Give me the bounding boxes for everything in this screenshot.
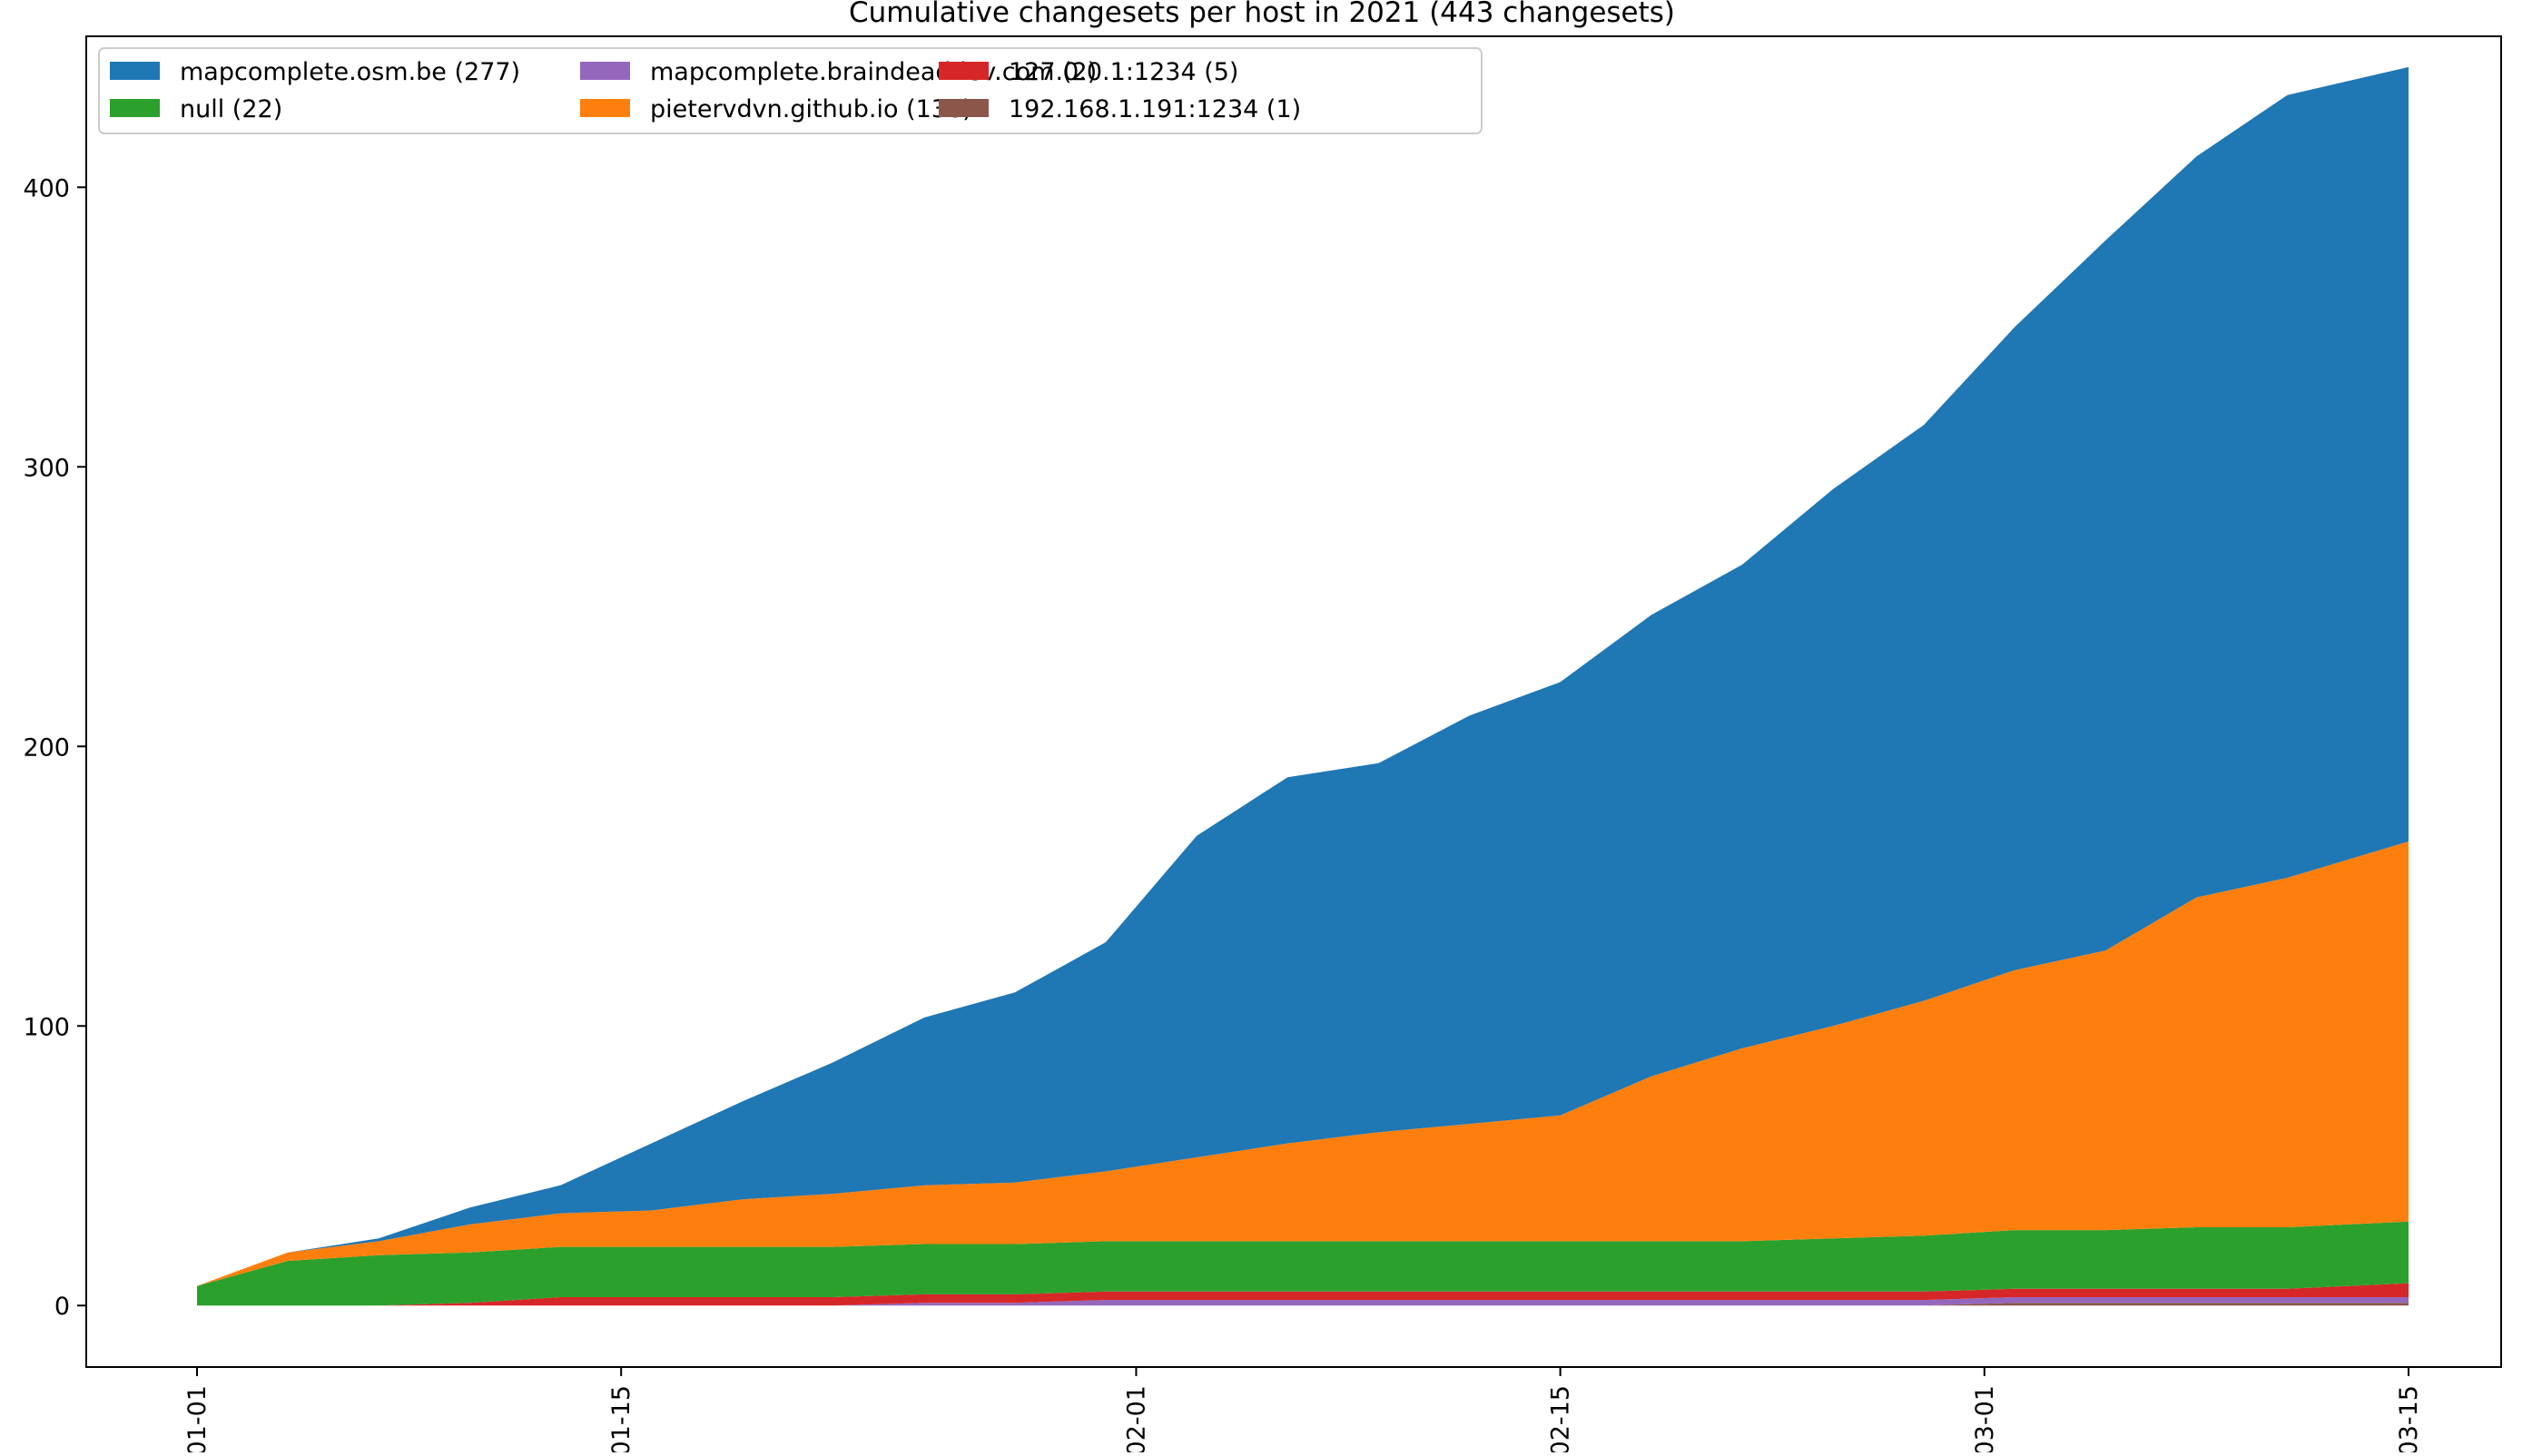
legend-swatch [580, 99, 630, 117]
y-tick-label: 300 [23, 454, 70, 482]
x-axis: 01-01 01-15 02-01 02-15 03-01 03-15 [183, 1367, 2423, 1456]
plot-frame [85, 35, 2502, 1368]
x-tick-label: 01-15 [607, 1385, 636, 1452]
legend-swatch [110, 62, 160, 80]
legend: mapcomplete.osm.be (277) null (22) mapcomp… [98, 47, 1483, 134]
x-tick-label: 03-01 [1971, 1385, 1999, 1452]
area-series-4 [197, 841, 2409, 1286]
area-series-0 [197, 1303, 2409, 1306]
legend-label: 192.168.1.191:1234 (1) [1009, 95, 1301, 123]
legend-swatch [939, 99, 989, 117]
area-series-2 [197, 1283, 2409, 1306]
y-axis: 0 100 200 300 400 [23, 174, 86, 1321]
y-tick-label: 200 [23, 733, 70, 762]
y-tick-label: 100 [23, 1013, 70, 1041]
legend-label: mapcomplete.braindeaddev.com (2) [650, 58, 1097, 86]
legend-box [98, 47, 1483, 134]
chart-title: Cumulative changesets per host in 2021 (… [849, 0, 1675, 29]
area-layer [197, 66, 2409, 1306]
x-tick-label: 03-15 [2395, 1385, 2423, 1452]
legend-label: pietervdvn.github.io (136) [650, 95, 972, 123]
area-series-1 [197, 1297, 2409, 1306]
legend-swatch [580, 62, 630, 80]
x-tick-label: 02-01 [1122, 1385, 1150, 1452]
area-series-5 [197, 66, 2409, 1286]
y-tick-label: 400 [23, 174, 70, 202]
x-tick-label: 01-01 [183, 1385, 212, 1452]
area-series-3 [197, 1221, 2409, 1306]
legend-label: mapcomplete.osm.be (277) [180, 58, 520, 86]
legend-label: null (22) [180, 95, 282, 123]
legend-swatch [110, 99, 160, 117]
x-tick-label: 02-15 [1547, 1385, 1575, 1452]
y-tick-label: 0 [54, 1293, 70, 1321]
legend-swatch [939, 62, 989, 80]
legend-label: 127.0.0.1:1234 (5) [1009, 58, 1238, 86]
